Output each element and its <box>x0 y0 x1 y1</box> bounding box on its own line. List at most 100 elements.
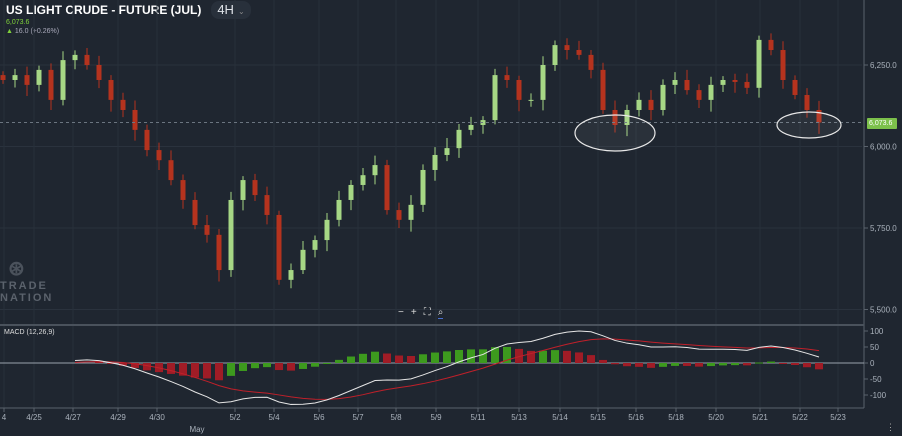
macd-histogram-bar <box>551 350 559 363</box>
macd-histogram-bar <box>191 363 199 378</box>
chevron-down-icon: ⌄ <box>237 6 245 16</box>
candle-body <box>336 199 342 220</box>
macd-histogram-bar <box>743 363 751 366</box>
macd-histogram-bar <box>371 351 379 363</box>
time-tick-label: 4/29 <box>110 413 126 422</box>
time-tick-label: 5/14 <box>552 413 568 422</box>
candle-body <box>804 94 810 110</box>
macd-histogram-bar <box>455 349 463 363</box>
macd-histogram-bar <box>515 348 523 363</box>
current-price: 6,073.6 <box>6 19 30 26</box>
macd-histogram-bar <box>143 363 151 371</box>
price-tick-label: 5,750.0 <box>870 224 897 233</box>
logo-icon: ⊛ <box>8 258 27 280</box>
candle-body <box>240 180 246 200</box>
macd-signal-line <box>74 338 820 400</box>
candle-body <box>444 148 450 155</box>
candle-body <box>300 249 306 271</box>
timeframe-select[interactable]: 4H ⌄ <box>211 0 251 19</box>
time-tick-label: 5/7 <box>352 413 364 422</box>
candle-body <box>540 65 546 100</box>
macd-histogram-bar <box>803 363 811 368</box>
candle-body <box>552 45 558 65</box>
more-options-icon[interactable]: ⋮ <box>886 422 895 432</box>
time-tick-label: 4 <box>2 413 7 422</box>
candle-body <box>708 84 714 100</box>
candle-body <box>768 39 774 51</box>
time-tick-label: 5/23 <box>830 413 846 422</box>
highlight-circle <box>574 114 656 152</box>
candle-body <box>492 75 498 121</box>
macd-histogram-bar <box>359 353 367 363</box>
macd-histogram-bar <box>479 349 487 363</box>
macd-histogram-bar <box>659 363 667 367</box>
time-tick-label: 5/8 <box>390 413 402 422</box>
candle-body <box>600 69 606 110</box>
candle-body <box>60 60 66 100</box>
candle-body <box>744 81 750 88</box>
logo-line1: TRADE <box>0 280 48 292</box>
macd-histogram-bar <box>491 347 499 363</box>
price-tick-label: 6,250.0 <box>870 61 897 70</box>
time-tick-label: 5/18 <box>668 413 684 422</box>
candle-body <box>204 225 210 235</box>
candle-body <box>576 50 582 55</box>
price-change: ▲ 16.0 (+0.26%) <box>6 28 59 36</box>
time-tick-label: 5/4 <box>268 413 280 422</box>
candle-body <box>648 99 654 110</box>
instrument-title: US LIGHT CRUDE - FUTURE (JUL) <box>6 2 202 17</box>
macd-histogram-bar <box>179 363 187 376</box>
candle-body <box>504 75 510 80</box>
candle-body <box>348 184 354 200</box>
trade-nation-logo: ⊛ TRADE NATION <box>0 258 53 304</box>
candle-body <box>168 160 174 181</box>
macd-histogram-bar <box>563 350 571 363</box>
macd-tick-label: 0 <box>870 359 875 368</box>
macd-histogram-bar <box>719 363 727 366</box>
time-tick-label: 5/9 <box>430 413 442 422</box>
zoom-in-button[interactable]: + <box>410 307 417 318</box>
macd-histogram-bar <box>731 363 739 366</box>
candle-body <box>624 109 630 125</box>
candle-body <box>612 109 618 125</box>
candle-body <box>288 270 294 280</box>
magnify-icon[interactable]: ⌕ <box>437 307 444 319</box>
month-label: May <box>189 425 204 434</box>
macd-tick-label: -50 <box>870 375 882 384</box>
candle-body <box>468 124 474 130</box>
zoom-out-button[interactable]: − <box>398 307 404 318</box>
macd-histogram-bar <box>227 363 235 376</box>
candle-body <box>636 99 642 110</box>
macd-histogram-bar <box>539 350 547 363</box>
candle-body <box>144 129 150 151</box>
candle-body <box>12 75 18 80</box>
time-tick-label: 4/27 <box>65 413 81 422</box>
candle-body <box>216 234 222 271</box>
candle-body <box>24 75 30 85</box>
macd-histogram-bar <box>599 359 607 363</box>
time-tick-label: 5/11 <box>471 413 487 422</box>
fit-icon[interactable]: ⛶ <box>423 307 431 318</box>
macd-histogram-bar <box>407 355 415 363</box>
arrow-up-icon: ▲ <box>6 28 13 35</box>
macd-histogram-bar <box>419 354 427 363</box>
candle-body <box>720 79 726 85</box>
macd-histogram-bar <box>755 362 763 364</box>
macd-histogram-bar <box>131 363 139 368</box>
macd-histogram-bar <box>107 363 115 364</box>
macd-histogram-bar <box>323 363 331 364</box>
macd-histogram-bar <box>251 363 259 369</box>
macd-histogram-bar <box>623 363 631 367</box>
last-price-tag: 6,073.6 <box>867 118 897 129</box>
macd-histogram-bar <box>335 359 343 363</box>
candle-body <box>360 175 366 185</box>
time-tick-label: 5/16 <box>628 413 644 422</box>
candle-body <box>516 79 522 100</box>
candle-body <box>528 99 534 101</box>
price-tick-label: 6,000.0 <box>870 143 897 152</box>
macd-histogram-bar <box>815 363 823 370</box>
candle-body <box>420 169 426 205</box>
candle-body <box>36 69 42 85</box>
macd-histogram-bar <box>395 355 403 363</box>
